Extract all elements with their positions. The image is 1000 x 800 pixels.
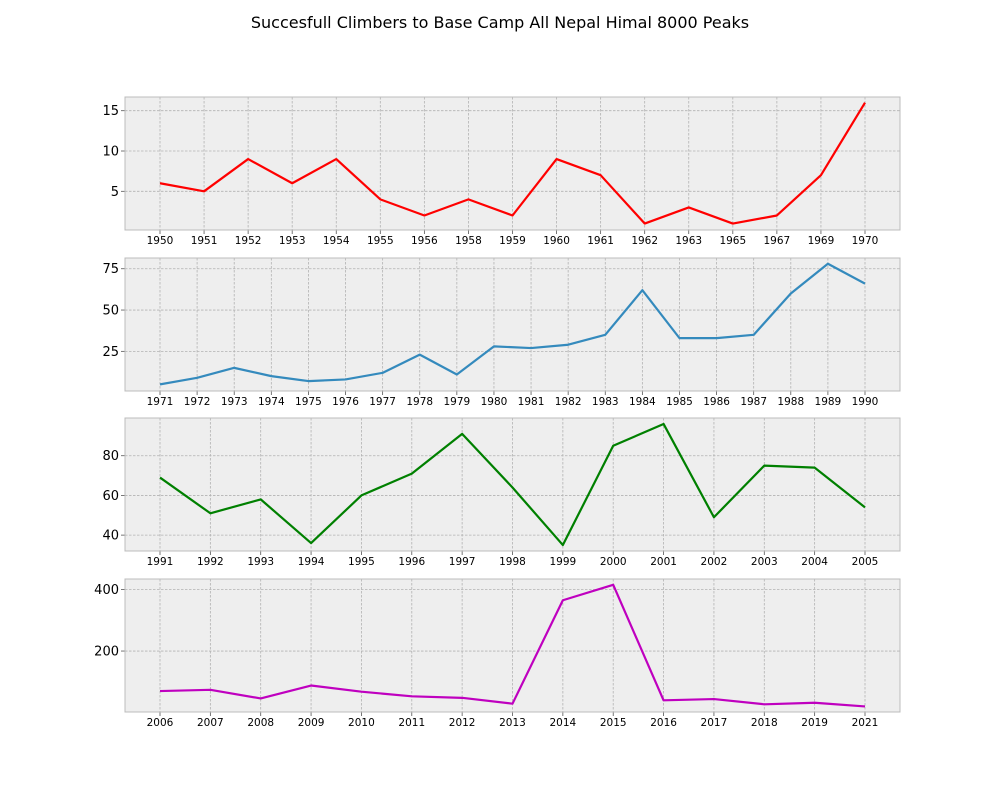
x-tick-label: 2013 xyxy=(499,717,526,729)
x-tick-label: 1988 xyxy=(777,396,804,408)
chart-panel-2: 1971 1972 1973 1974 1975 1976 1977 1978 1979 1980… xyxy=(102,257,901,408)
x-tick-label: 1997 xyxy=(449,556,476,568)
x-tick-label: 1981 xyxy=(518,396,545,408)
y-tick-label: 200 xyxy=(94,645,119,660)
x-tick-label: 1977 xyxy=(369,396,396,408)
x-tick-label: 1951 xyxy=(191,235,218,247)
x-tick-label: 2005 xyxy=(852,556,879,568)
y-tick-label: 80 xyxy=(102,449,119,464)
y-tick-label: 25 xyxy=(102,345,119,360)
x-tick-label: 1996 xyxy=(398,556,425,568)
y-tick-label: 75 xyxy=(102,262,119,277)
plot-frame xyxy=(124,257,901,392)
x-tick-label: 1960 xyxy=(543,235,570,247)
x-tick-label: 1967 xyxy=(764,235,791,247)
y-tick-label: 15 xyxy=(102,104,119,119)
x-tick-label: 1976 xyxy=(332,396,359,408)
x-tick-label: 1955 xyxy=(367,235,394,247)
figure-title: Succesfull Climbers to Base Camp All Nep… xyxy=(250,13,750,32)
x-tick-label: 1979 xyxy=(443,396,470,408)
x-tick-label: 1994 xyxy=(298,556,325,568)
plot-area xyxy=(125,258,900,391)
y-tick-label: 400 xyxy=(94,583,119,598)
y-tick-label: 50 xyxy=(102,304,119,319)
x-tick-label: 1982 xyxy=(555,396,582,408)
x-tick-label: 1972 xyxy=(184,396,211,408)
x-tick-label: 1980 xyxy=(481,396,508,408)
x-tick-label: 2019 xyxy=(801,717,828,729)
x-tick-label: 1995 xyxy=(348,556,375,568)
x-tick-label: 2006 xyxy=(147,717,174,729)
x-tick-label: 2001 xyxy=(650,556,677,568)
x-tick-label: 1961 xyxy=(587,235,614,247)
x-tick-label: 2002 xyxy=(701,556,728,568)
x-tick-label: 1983 xyxy=(592,396,619,408)
x-tick-label: 1991 xyxy=(147,556,174,568)
series-line-1 xyxy=(159,583,866,708)
x-tick-label: 1970 xyxy=(852,235,879,247)
x-tick-label: 2018 xyxy=(751,717,778,729)
x-tick-label: 1969 xyxy=(808,235,835,247)
x-tick-label: 2004 xyxy=(801,556,828,568)
plot-frame xyxy=(124,578,901,713)
x-tick-label: 1954 xyxy=(323,235,350,247)
x-tick-label: 2016 xyxy=(650,717,677,729)
x-tick-label: 1956 xyxy=(411,235,438,247)
x-tick-label: 2003 xyxy=(751,556,778,568)
x-tick-label: 1993 xyxy=(247,556,274,568)
x-tick-label: 1986 xyxy=(703,396,730,408)
x-tick-label: 1998 xyxy=(499,556,526,568)
x-tick-label: 1962 xyxy=(631,235,658,247)
x-tick-label: 2008 xyxy=(247,717,274,729)
x-tick-label: 2009 xyxy=(298,717,325,729)
x-tick-label: 1971 xyxy=(147,396,174,408)
x-tick-label: 1973 xyxy=(221,396,248,408)
chart-panel-4: 2006 2007 2008 2009 2010 2011 2012 2013 2014 2015… xyxy=(94,578,901,729)
x-tick-label: 2015 xyxy=(600,717,627,729)
series-line-1 xyxy=(159,422,866,547)
x-tick-label: 1958 xyxy=(455,235,482,247)
x-tick-label: 2000 xyxy=(600,556,627,568)
x-tick-label: 1965 xyxy=(719,235,746,247)
x-tick-label: 1952 xyxy=(235,235,262,247)
x-tick-label: 1963 xyxy=(675,235,702,247)
x-tick-label: 2007 xyxy=(197,717,224,729)
x-tick-label: 2010 xyxy=(348,717,375,729)
x-tick-label: 2017 xyxy=(701,717,728,729)
chart-panel-3: 1991 1992 1993 1994 1995 1996 1997 1998 1999 2000… xyxy=(102,417,901,568)
series-line-1 xyxy=(159,262,866,386)
plot-frame xyxy=(124,417,901,552)
chart-panel-1: 1950 1951 1952 1953 1954 1955 1956 1958 1959 1960… xyxy=(102,96,901,247)
x-tick-label: 1950 xyxy=(147,235,174,247)
x-tick-label: 2011 xyxy=(398,717,425,729)
x-tick-label: 1984 xyxy=(629,396,656,408)
plot-frame xyxy=(124,96,901,231)
x-tick-label: 1953 xyxy=(279,235,306,247)
y-tick-label: 40 xyxy=(102,529,119,544)
y-tick-label: 10 xyxy=(102,145,119,160)
x-tick-label: 1990 xyxy=(852,396,879,408)
x-tick-label: 1959 xyxy=(499,235,526,247)
series-line-1 xyxy=(159,102,866,225)
x-tick-label: 1975 xyxy=(295,396,322,408)
y-tick-label: 5 xyxy=(111,185,119,200)
x-tick-label: 2014 xyxy=(549,717,576,729)
y-tick-label: 60 xyxy=(102,489,119,504)
x-tick-label: 1999 xyxy=(549,556,576,568)
x-tick-label: 1978 xyxy=(406,396,433,408)
x-tick-label: 1974 xyxy=(258,396,285,408)
x-tick-label: 2021 xyxy=(852,717,879,729)
x-tick-label: 1989 xyxy=(815,396,842,408)
x-tick-label: 1992 xyxy=(197,556,224,568)
x-tick-label: 2012 xyxy=(449,717,476,729)
x-tick-label: 1985 xyxy=(666,396,693,408)
x-tick-label: 1987 xyxy=(740,396,767,408)
